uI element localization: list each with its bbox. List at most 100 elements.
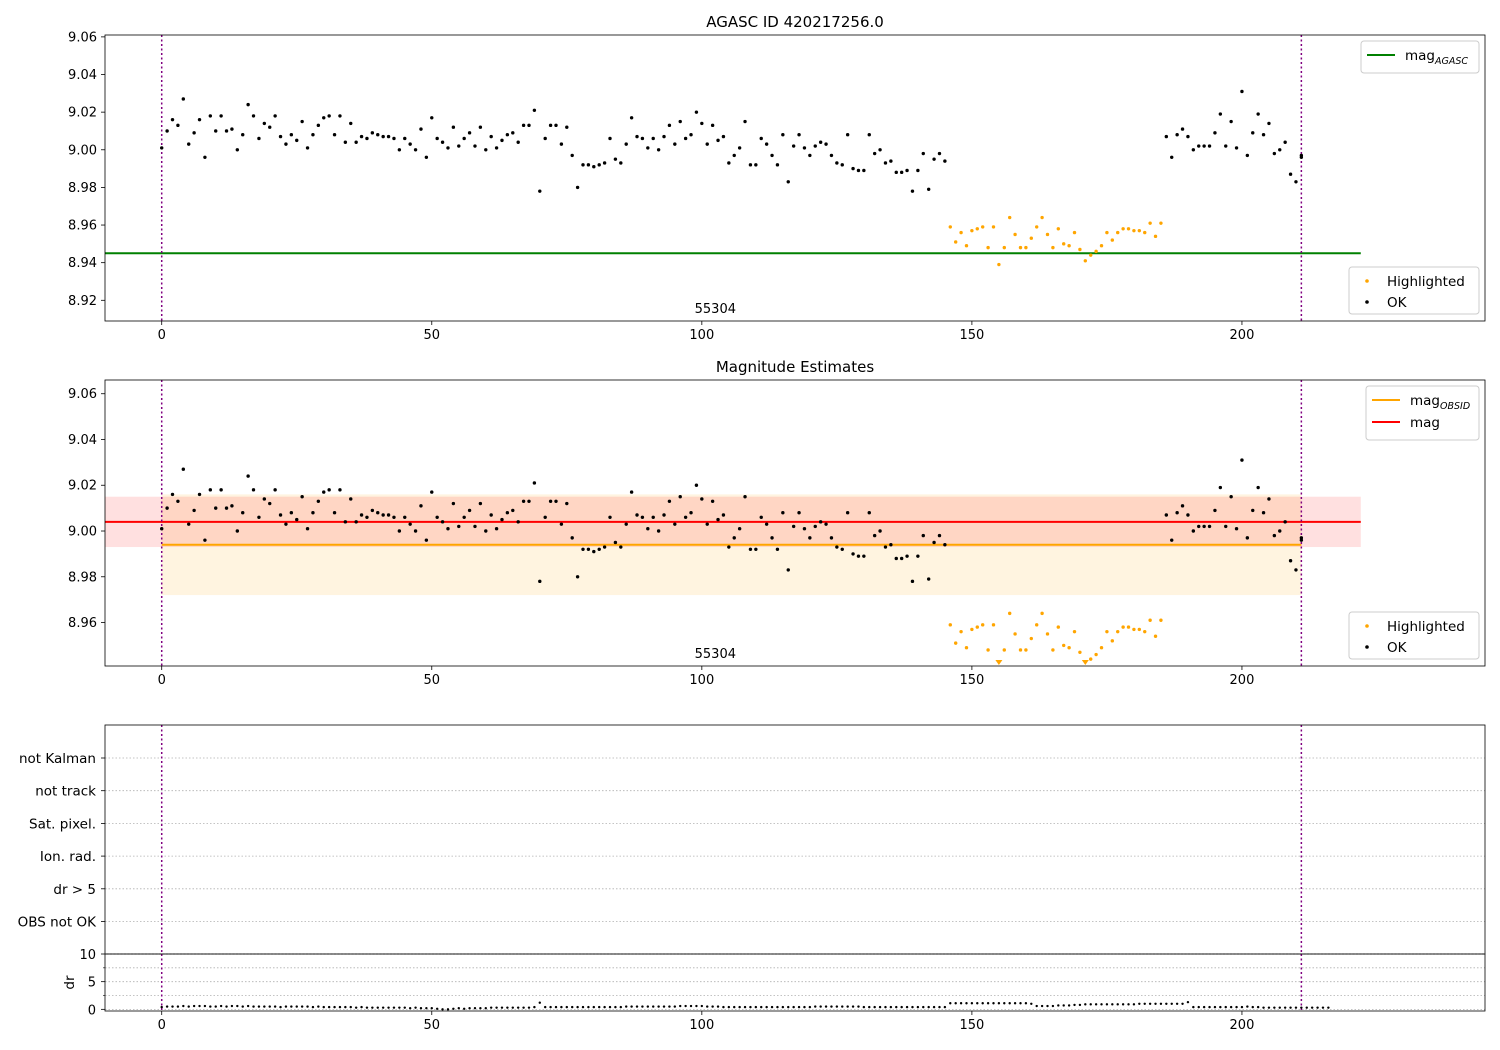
highlighted-point [1159, 221, 1163, 225]
dr-point [792, 1005, 795, 1009]
highlighted-point [980, 623, 985, 627]
dr-point [165, 1005, 169, 1008]
ok-point [905, 168, 909, 173]
ok-point [619, 545, 623, 549]
ok-point [759, 136, 763, 141]
dr-point [830, 1005, 833, 1008]
ok-point [754, 163, 758, 167]
ok-point [921, 533, 925, 538]
ok-point [165, 129, 169, 133]
ok-point [624, 522, 628, 526]
dr-point [1121, 1003, 1125, 1006]
ok-point [478, 125, 483, 129]
ok-point [802, 527, 807, 531]
ok-point [916, 554, 920, 558]
dr-point [1154, 1002, 1157, 1006]
legend-label-main: mag [1405, 48, 1435, 64]
ok-point [295, 138, 299, 143]
y-tick-label: 9.02 [68, 106, 97, 121]
dr-point [403, 1006, 406, 1009]
dr-point [614, 1005, 617, 1009]
ok-point [230, 127, 234, 131]
dr-point [479, 1007, 482, 1010]
legend-label-main: mag [1410, 415, 1440, 431]
dr-point [916, 1005, 920, 1009]
ok-point [176, 499, 180, 503]
dr-point [1030, 1002, 1033, 1006]
ok-point [824, 142, 828, 146]
ok-point [764, 142, 769, 146]
ok-point [462, 515, 466, 519]
dr-point [392, 1006, 396, 1009]
ok-point [899, 170, 904, 175]
dr-point [446, 1008, 450, 1011]
highlighted-point [1056, 625, 1061, 629]
dr-point [560, 1005, 563, 1009]
ok-point [332, 133, 337, 137]
ok-point [295, 517, 299, 522]
dr-point [851, 1005, 855, 1008]
highlighted-point [1148, 221, 1152, 225]
ok-point [1278, 529, 1282, 533]
dr-point [468, 1007, 471, 1010]
highlighted-point [1099, 244, 1104, 248]
ok-point [894, 556, 898, 561]
ok-point [386, 134, 391, 139]
ok-point [1170, 155, 1174, 160]
highlighted-point [1062, 242, 1066, 246]
dr-point [549, 1005, 552, 1009]
dr-point [1229, 1005, 1233, 1009]
ok-point [332, 511, 337, 515]
ok-point [737, 146, 742, 150]
ok-point [1272, 533, 1277, 538]
ok-point [376, 511, 380, 515]
ok-point [241, 511, 245, 515]
ok-point [565, 501, 569, 506]
highlighted-point [1013, 232, 1017, 237]
ok-point [1197, 144, 1201, 148]
ok-point [1170, 538, 1174, 542]
ok-point [440, 140, 445, 144]
out-of-range-marker [995, 660, 1003, 665]
ok-point [856, 554, 861, 558]
dr-point [1035, 1004, 1038, 1008]
ok-point [673, 142, 677, 146]
dr-point [338, 1005, 342, 1009]
ok-point [251, 488, 256, 492]
ok-point [727, 161, 731, 165]
ok-point [457, 144, 461, 148]
dr-point [619, 1005, 623, 1009]
dr-point [516, 1006, 520, 1009]
ok-point [532, 481, 537, 485]
ok-point [181, 467, 186, 471]
dr-point [668, 1005, 671, 1008]
ok-point [235, 529, 240, 533]
ok-point [597, 547, 601, 552]
ok-point [748, 163, 753, 167]
ok-point [1229, 119, 1233, 124]
ok-point [840, 547, 844, 552]
dr-point [954, 1002, 957, 1005]
highlighted-point [991, 225, 996, 229]
dr-point [652, 1005, 655, 1008]
dr-point [900, 1005, 903, 1009]
dr-point [884, 1005, 887, 1009]
highlighted-point [1099, 645, 1104, 650]
ok-point [268, 125, 272, 129]
x-tick-label: 200 [1230, 328, 1255, 343]
y-axis-label: dr [62, 975, 78, 990]
x-tick-label: 50 [423, 1018, 440, 1033]
legend-label: OK [1387, 295, 1408, 311]
ok-point [1224, 144, 1228, 148]
highlighted-point [980, 225, 985, 229]
flag-category-label: OBS not OK [18, 915, 98, 931]
legend-marker [1365, 279, 1369, 283]
ok-point [1213, 508, 1217, 513]
dr-point [1138, 1002, 1141, 1006]
ok-point [1180, 504, 1185, 508]
ok-point [1180, 127, 1185, 131]
dr-point [1197, 1005, 1200, 1009]
ok-point [1283, 520, 1287, 524]
ok-point [278, 134, 283, 139]
highlighted-point [1153, 234, 1158, 239]
